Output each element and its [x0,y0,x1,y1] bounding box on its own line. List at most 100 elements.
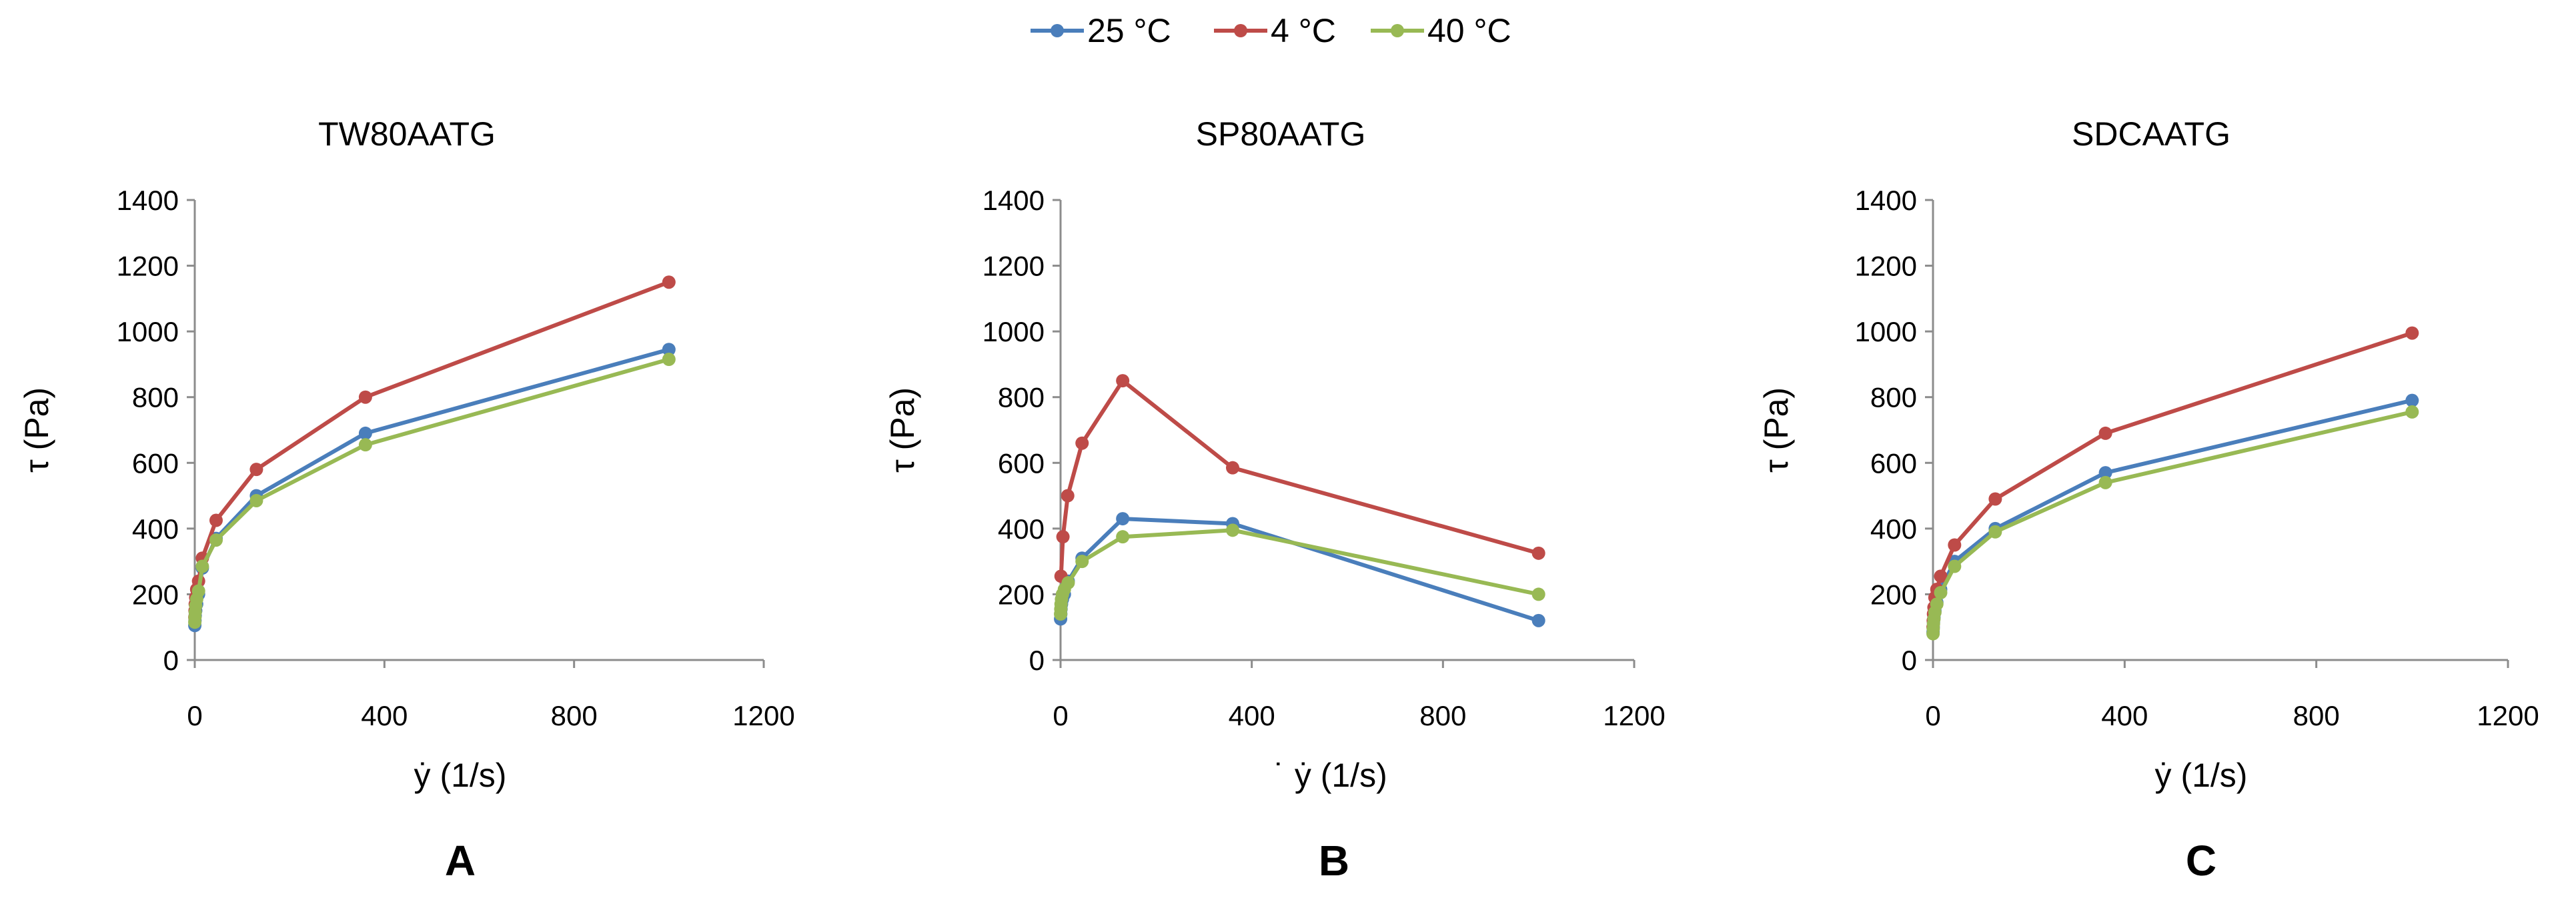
data-point [2405,405,2419,419]
legend-item-4c: 4 °C [1214,12,1336,49]
y-tick-label: 400 [998,513,1045,545]
data-point [1116,374,1130,388]
y-axis-label: τ (Pa) [1758,387,1795,473]
data-point [662,275,676,289]
data-point [358,426,372,440]
data-point [358,438,372,452]
series-25c [188,343,676,633]
chart-panel-b: SP80AATG B ˙ ẏ (1/s) τ (Pa) 0 200 400 600 80… [884,115,1666,885]
y-tick-label: 600 [998,447,1045,479]
y-tick-label: 1000 [983,316,1045,347]
data-point [1061,576,1075,590]
y-tick-label: 1400 [1855,185,1917,216]
x-tick-label: 0 [187,700,202,731]
data-point [1531,613,1545,627]
x-axis-label: ˙ ẏ (1/s) [1274,757,1387,794]
data-point [1934,569,1948,583]
data-point [1531,546,1545,560]
y-tick-label: 0 [1902,645,1917,676]
data-point [209,513,223,527]
series-4c [1926,326,2419,634]
y-tick-label: 1200 [983,251,1045,282]
data-point [2098,475,2112,489]
x-axis-label: ẏ (1/s) [2155,757,2248,794]
data-point [1056,530,1070,544]
y-tick-label: 200 [132,579,179,610]
y-tick-label: 200 [1870,579,1917,610]
legend-marker-4c [1234,24,1247,37]
y-tick-label: 1000 [117,316,179,347]
legend-item-25c: 25 °C [1031,12,1171,49]
series-25c [1054,512,1545,627]
data-point [1061,489,1075,503]
series-40c [1054,523,1545,621]
data-point [195,559,209,573]
y-tick-label: 600 [132,447,179,479]
data-point [2098,426,2112,440]
data-point [662,353,676,367]
data-point [662,343,676,357]
series-40c [1926,405,2419,641]
panel-label: B [1319,837,1349,885]
data-point [358,390,372,404]
x-tick-label: 0 [1925,700,1940,731]
x-tick-label: 0 [1053,700,1068,731]
chart-title: TW80AATG [318,115,496,153]
y-tick-label: 400 [1870,513,1917,545]
data-point [1531,587,1545,601]
data-point [1075,436,1089,450]
series-line [193,347,671,628]
y-tick-label: 1400 [983,185,1045,216]
x-tick-label: 800 [551,700,598,731]
y-tick-label: 1200 [1855,251,1917,282]
x-tick-label: 400 [2101,700,2148,731]
series-line [1931,398,2415,635]
legend-label-4c: 4 °C [1271,12,1336,49]
legend-marker-25c [1051,24,1064,37]
x-tick-label: 400 [1229,700,1275,731]
series-line [1931,331,2415,629]
x-tick-label: 400 [361,700,408,731]
chart-panel-c: SDCAATG C ẏ (1/s) τ (Pa) 0 200 400 600 800 10… [1758,115,2539,885]
x-tick-label: 1200 [2477,700,2539,731]
data-point [2405,326,2419,340]
y-tick-label: 1200 [117,251,179,282]
y-tick-label: 0 [163,645,179,676]
chart-title: SDCAATG [2072,115,2230,153]
y-tick-label: 1400 [117,185,179,216]
chart-panel-a: TW80AATG A ẏ (1/s) τ (Pa) 0 200 400 600 800 1… [18,115,795,885]
data-point [209,533,223,547]
x-tick-label: 1200 [732,700,794,731]
data-point [249,463,263,477]
series-25c [1926,393,2419,639]
panel-label: A [445,837,476,885]
x-axis-label: ẏ (1/s) [414,757,507,794]
x-tick-label: 800 [1419,700,1466,731]
data-point [1948,538,1962,552]
data-point [249,493,263,507]
series-line [1059,528,1541,616]
x-tick-label: 1200 [1603,700,1665,731]
legend-item-40c: 40 °C [1371,12,1511,49]
y-tick-label: 200 [998,579,1045,610]
y-tick-label: 800 [1870,382,1917,413]
y-tick-label: 0 [1029,645,1045,676]
series-4c [1054,374,1545,583]
data-point [191,584,205,598]
data-point [1116,530,1130,544]
y-tick-label: 400 [132,513,179,545]
y-tick-label: 800 [132,382,179,413]
data-point [1934,585,1948,599]
series-4c [188,275,676,624]
data-point [1988,492,2002,506]
y-tick-label: 600 [1870,447,1917,479]
panel-label: C [2186,837,2216,885]
data-point [1116,512,1130,526]
legend-marker-40c [1391,24,1404,37]
y-tick-label: 1000 [1855,316,1917,347]
legend: 25 °C 4 °C 40 °C [1031,12,1511,49]
data-point [2098,466,2112,480]
data-point [1988,525,2002,539]
data-point [1075,555,1089,569]
